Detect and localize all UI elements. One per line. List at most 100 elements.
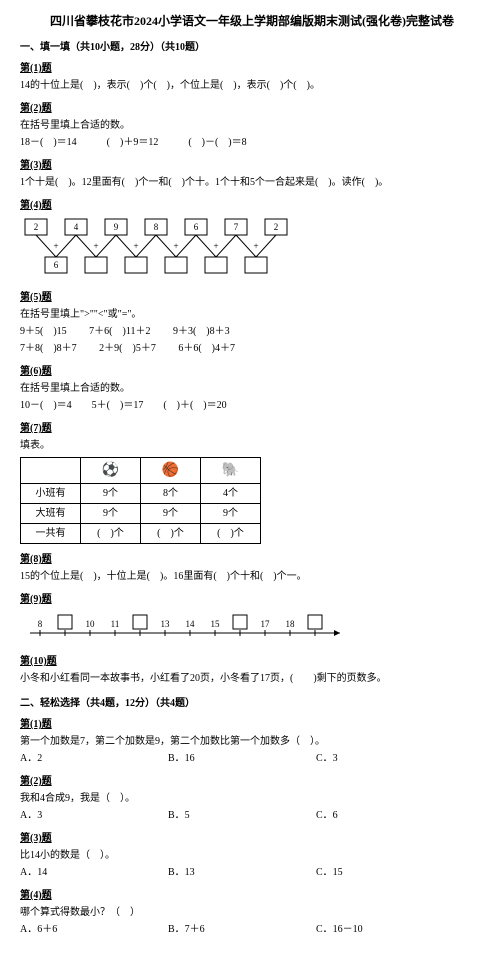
s2q2: 第(2)题 我和4合成9，我是（ ）。 A．3 B．5 C．6 [20, 774, 484, 823]
q5-r1a: 9＋5( )15 [20, 326, 67, 337]
q5: 第(5)题 在括号里填上">""<"或"="。 9＋5( )15 7＋6( )1… [20, 290, 484, 356]
q9-num: 第(9)题 [20, 592, 484, 607]
q6: 第(6)题 在括号里填上合适的数。 10－( )＝4 5＋( )＝17 ( )＋… [20, 364, 484, 413]
svg-text:7: 7 [234, 222, 239, 232]
svg-text:+: + [93, 241, 98, 251]
s2q2-a: A．3 [20, 808, 168, 823]
q1: 第(1)题 14的十位上是( )，表示( )个( )，个位上是( )，表示( )… [20, 61, 484, 93]
q7-r2-c2: 9个 [141, 504, 201, 524]
elephant-icon: 🐘 [201, 458, 261, 484]
s2q3-a: A．14 [20, 865, 168, 880]
q5-r1b: 7＋6( )11＋2 [89, 326, 150, 337]
q7-r2-c1: 9个 [81, 504, 141, 524]
s2q4-c: C．16－10 [316, 922, 464, 937]
q6-line: 10－( )＝4 5＋( )＝17 ( )＋( )＝20 [20, 398, 484, 413]
svg-text:13: 13 [161, 619, 171, 629]
s2q1-a: A．2 [20, 751, 168, 766]
q2-text: 在括号里填上合适的数。 [20, 118, 484, 133]
s2q4: 第(4)题 哪个算式得数最小？（ ） A．6＋6 B．7＋6 C．16－10 [20, 888, 484, 937]
q5-r1c: 9＋3( )8＋3 [173, 326, 230, 337]
svg-text:+: + [53, 241, 58, 251]
svg-text:11: 11 [111, 619, 120, 629]
q5-text: 在括号里填上">""<"或"="。 [20, 307, 484, 322]
q10: 第(10)题 小冬和小红看同一本故事书，小红看了20页，小冬看了17页，( )剩… [20, 654, 484, 686]
svg-text:6: 6 [54, 260, 59, 270]
q7-r3-l: 一共有 [21, 524, 81, 544]
q4-svg: 2 4 9 8 6 7 2 + + [20, 217, 300, 277]
q7-r2-l: 大班有 [21, 504, 81, 524]
s2q3-b: B．13 [168, 865, 316, 880]
q9: 第(9)题 8 10 11 13 14 15 17 18 [20, 592, 484, 646]
q7-r1-c1: 9个 [81, 484, 141, 504]
s2q1-text: 第一个加数是7，第二个加数是9，第二个加数比第一个加数多（ ）。 [20, 734, 484, 749]
q1-num: 第(1)题 [20, 61, 484, 76]
q7-num: 第(7)题 [20, 421, 484, 436]
q7-row1: 小班有 9个 8个 4个 [21, 484, 261, 504]
s2q1-b: B．16 [168, 751, 316, 766]
svg-text:2: 2 [274, 222, 279, 232]
q5-row2: 7＋8( )8＋7 2＋9( )5＋7 6＋6( )4＋7 [20, 341, 484, 356]
q3-text: 1个十是( )。12里面有( )个一和( )个十。1个十和5个一合起来是( )。… [20, 175, 484, 190]
q7-text: 填表。 [20, 438, 484, 453]
q7-r1-c2: 8个 [141, 484, 201, 504]
section2-header: 二、轻松选择（共4题，12分）（共4题） [20, 696, 484, 711]
s2q4-b: B．7＋6 [168, 922, 316, 937]
s2q4-a: A．6＋6 [20, 922, 168, 937]
svg-text:15: 15 [211, 619, 221, 629]
q7-r1-c3: 4个 [201, 484, 261, 504]
q5-r2c: 6＋6( )4＋7 [178, 343, 235, 354]
q7: 第(7)题 填表。 ⚽ 🏀 🐘 小班有 9个 8个 4个 大班有 9个 9个 9… [20, 421, 484, 544]
q4-diagram: 2 4 9 8 6 7 2 + + [20, 217, 484, 282]
q3-num: 第(3)题 [20, 158, 484, 173]
s2q2-text: 我和4合成9，我是（ ）。 [20, 791, 484, 806]
svg-text:8: 8 [154, 222, 159, 232]
s2q4-num: 第(4)题 [20, 888, 484, 903]
q7-r0-l [21, 458, 81, 484]
s2q1-c: C．3 [316, 751, 464, 766]
q7-row3: 一共有 ( )个 ( )个 ( )个 [21, 524, 261, 544]
q7-r3-c1: ( )个 [81, 524, 141, 544]
soccer-icon: ⚽ [81, 458, 141, 484]
q1-text: 14的十位上是( )，表示( )个( )，个位上是( )，表示( )个( )。 [20, 78, 484, 93]
svg-text:10: 10 [86, 619, 96, 629]
q4: 第(4)题 2 4 9 8 6 7 2 [20, 198, 484, 282]
q8: 第(8)题 15的个位上是( )，十位上是( )。16里面有( )个十和( )个… [20, 552, 484, 584]
s2q3: 第(3)题 比14小的数是（ ）。 A．14 B．13 C．15 [20, 831, 484, 880]
q7-r1-l: 小班有 [21, 484, 81, 504]
q5-r2b: 2＋9( )5＋7 [99, 343, 156, 354]
q9-svg: 8 10 11 13 14 15 17 18 [20, 613, 350, 641]
q5-r2a: 7＋8( )8＋7 [20, 343, 77, 354]
q7-table: ⚽ 🏀 🐘 小班有 9个 8个 4个 大班有 9个 9个 9个 一共有 ( )个… [20, 457, 261, 544]
s2q2-num: 第(2)题 [20, 774, 484, 789]
q3: 第(3)题 1个十是( )。12里面有( )个一和( )个十。1个十和5个一合起… [20, 158, 484, 190]
svg-text:+: + [253, 241, 258, 251]
svg-text:18: 18 [286, 619, 296, 629]
s2q1-num: 第(1)题 [20, 717, 484, 732]
exam-title: 四川省攀枝花市2024小学语文一年级上学期部编版期末测试(强化卷)完整试卷 [20, 12, 484, 30]
q7-r3-c2: ( )个 [141, 524, 201, 544]
s2q1: 第(1)题 第一个加数是7，第二个加数是9，第二个加数比第一个加数多（ ）。 A… [20, 717, 484, 766]
q2-num: 第(2)题 [20, 101, 484, 116]
q7-r2-c3: 9个 [201, 504, 261, 524]
s2q3-num: 第(3)题 [20, 831, 484, 846]
q2-line: 18－( )＝14 ( )＋9＝12 ( )－( )＝8 [20, 135, 484, 150]
q2: 第(2)题 在括号里填上合适的数。 18－( )＝14 ( )＋9＝12 ( )… [20, 101, 484, 150]
s2q3-c: C．15 [316, 865, 464, 880]
q5-row1: 9＋5( )15 7＋6( )11＋2 9＋3( )8＋3 [20, 324, 484, 339]
s2q3-text: 比14小的数是（ ）。 [20, 848, 484, 863]
q10-num: 第(10)题 [20, 654, 484, 669]
svg-text:+: + [133, 241, 138, 251]
svg-text:8: 8 [38, 619, 43, 629]
svg-text:+: + [213, 241, 218, 251]
svg-text:6: 6 [194, 222, 199, 232]
q8-num: 第(8)题 [20, 552, 484, 567]
q7-row0: ⚽ 🏀 🐘 [21, 458, 261, 484]
q8-text: 15的个位上是( )，十位上是( )。16里面有( )个十和( )个一。 [20, 569, 484, 584]
s2q4-text: 哪个算式得数最小？（ ） [20, 905, 484, 920]
q9-numberline: 8 10 11 13 14 15 17 18 [20, 613, 484, 646]
q7-row2: 大班有 9个 9个 9个 [21, 504, 261, 524]
svg-text:2: 2 [34, 222, 39, 232]
svg-text:+: + [173, 241, 178, 251]
section1-header: 一、填一填（共10小题，28分）（共10题） [20, 40, 484, 55]
q4-num: 第(4)题 [20, 198, 484, 213]
